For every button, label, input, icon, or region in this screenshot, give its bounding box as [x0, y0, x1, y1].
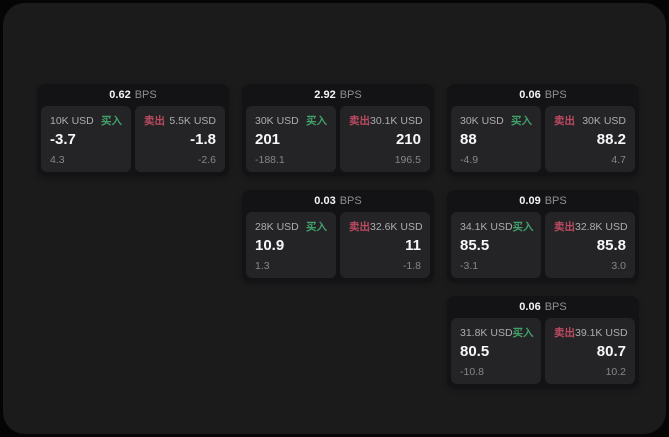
buy-secondary-value: -10.8 [460, 366, 484, 378]
buy-amount: 34.1K USD [460, 220, 513, 233]
sell-panel[interactable]: 卖出 32.6K USD 11 -1.8 [340, 212, 430, 278]
sell-value: 88.2 [596, 131, 626, 148]
buy-label: 买入 [511, 115, 532, 127]
buy-secondary-value: -188.1 [255, 154, 285, 166]
buy-panel[interactable]: 10K USD 买入 -3.7 4.3 [41, 106, 131, 172]
buy-amount: 31.8K USD [460, 326, 513, 339]
bps-header: 0.06 BPS [451, 296, 635, 318]
sell-value: 80.7 [596, 343, 626, 360]
quote-card: 0.09 BPS 34.1K USD 买入 85.5 -3.1 卖出 32.8K … [447, 190, 639, 282]
sell-panel[interactable]: 卖出 32.8K USD 85.8 3.0 [545, 212, 635, 278]
bps-value: 0.06 [519, 89, 541, 101]
sell-secondary-value: 196.5 [394, 154, 421, 166]
sell-label: 卖出 [554, 327, 575, 339]
buy-label: 买入 [306, 115, 327, 127]
buy-value: 201 [255, 131, 281, 148]
sell-label: 卖出 [144, 115, 165, 127]
sell-secondary-value: 3.0 [611, 260, 626, 272]
bps-unit: BPS [544, 195, 567, 207]
quote-card: 2.92 BPS 30K USD 买入 201 -188.1 卖出 30.1K U… [242, 84, 434, 176]
buy-secondary-value: 4.3 [50, 154, 65, 166]
app-window: 0.62 BPS 10K USD 买入 -3.7 4.3 卖出 5.5K USD … [3, 3, 666, 434]
sell-label: 卖出 [349, 221, 370, 233]
sell-amount: 5.5K USD [169, 114, 216, 127]
buy-amount: 30K USD [255, 114, 299, 127]
sell-amount: 32.6K USD [370, 220, 423, 233]
bps-value: 0.03 [314, 195, 336, 207]
quote-card: 0.62 BPS 10K USD 买入 -3.7 4.3 卖出 5.5K USD … [37, 84, 229, 176]
sell-panel[interactable]: 卖出 39.1K USD 80.7 10.2 [545, 318, 635, 384]
bps-unit: BPS [134, 89, 157, 101]
buy-panel[interactable]: 34.1K USD 买入 85.5 -3.1 [451, 212, 541, 278]
buy-label: 买入 [306, 221, 327, 233]
bps-unit: BPS [339, 195, 362, 207]
quote-card: 0.06 BPS 31.8K USD 买入 80.5 -10.8 卖出 39.1K… [447, 296, 639, 388]
sell-secondary-value: -1.8 [402, 260, 421, 272]
buy-amount: 10K USD [50, 114, 94, 127]
buy-secondary-value: -3.1 [460, 260, 479, 272]
buy-panel[interactable]: 30K USD 买入 88 -4.9 [451, 106, 541, 172]
bps-header: 0.06 BPS [451, 84, 635, 106]
sell-label: 卖出 [554, 115, 575, 127]
sell-secondary-value: 10.2 [605, 366, 626, 378]
buy-value: 88 [460, 131, 477, 148]
bps-value: 0.09 [519, 195, 541, 207]
buy-label: 买入 [101, 115, 122, 127]
buy-amount: 28K USD [255, 220, 299, 233]
buy-amount: 30K USD [460, 114, 504, 127]
sell-amount: 30.1K USD [370, 114, 423, 127]
bps-unit: BPS [544, 89, 567, 101]
sell-panel[interactable]: 卖出 5.5K USD -1.8 -2.6 [135, 106, 225, 172]
buy-label: 买入 [512, 221, 534, 233]
buy-panel[interactable]: 31.8K USD 买入 80.5 -10.8 [451, 318, 541, 384]
bps-value: 2.92 [314, 89, 336, 101]
sell-value: 11 [405, 237, 421, 254]
sell-amount: 39.1K USD [575, 326, 628, 339]
bps-header: 0.09 BPS [451, 190, 635, 212]
buy-secondary-value: 1.3 [255, 260, 270, 272]
bps-header: 0.03 BPS [246, 190, 430, 212]
buy-value: 10.9 [255, 237, 285, 254]
sell-value: -1.8 [190, 131, 216, 148]
buy-value: 85.5 [460, 237, 490, 254]
bps-header: 0.62 BPS [41, 84, 225, 106]
sell-value: 85.8 [596, 237, 626, 254]
buy-panel[interactable]: 28K USD 买入 10.9 1.3 [246, 212, 336, 278]
bps-header: 2.92 BPS [246, 84, 430, 106]
sell-amount: 30K USD [582, 114, 626, 127]
buy-panel[interactable]: 30K USD 买入 201 -188.1 [246, 106, 336, 172]
quote-card: 0.06 BPS 30K USD 买入 88 -4.9 卖出 30K USD 88… [447, 84, 639, 176]
sell-value: 210 [395, 131, 421, 148]
buy-value: -3.7 [50, 131, 76, 148]
bps-unit: BPS [339, 89, 362, 101]
bps-unit: BPS [544, 301, 567, 313]
sell-label: 卖出 [349, 115, 370, 127]
bps-value: 0.62 [109, 89, 131, 101]
sell-panel[interactable]: 卖出 30K USD 88.2 4.7 [545, 106, 635, 172]
sell-panel[interactable]: 卖出 30.1K USD 210 196.5 [340, 106, 430, 172]
sell-amount: 32.8K USD [575, 220, 628, 233]
buy-secondary-value: -4.9 [460, 154, 479, 166]
sell-secondary-value: -2.6 [197, 154, 216, 166]
buy-value: 80.5 [460, 343, 490, 360]
buy-label: 买入 [512, 327, 534, 339]
sell-label: 卖出 [554, 221, 575, 233]
sell-secondary-value: 4.7 [611, 154, 626, 166]
bps-value: 0.06 [519, 301, 541, 313]
quote-card: 0.03 BPS 28K USD 买入 10.9 1.3 卖出 32.6K USD… [242, 190, 434, 282]
